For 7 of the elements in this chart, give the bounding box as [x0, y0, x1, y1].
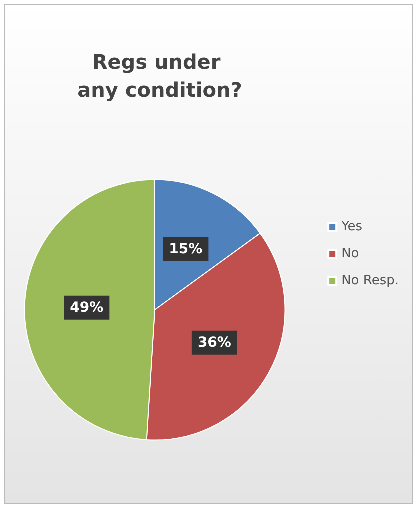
- data-label: 49%: [70, 300, 104, 316]
- legend-label: No Resp.: [342, 274, 400, 288]
- legend-label: No: [342, 246, 360, 262]
- data-label: 36%: [198, 334, 232, 351]
- chart-title: Regs under any condition?: [78, 50, 242, 102]
- data-label: 15%: [169, 241, 203, 258]
- legend-label: Yes: [340, 220, 363, 234]
